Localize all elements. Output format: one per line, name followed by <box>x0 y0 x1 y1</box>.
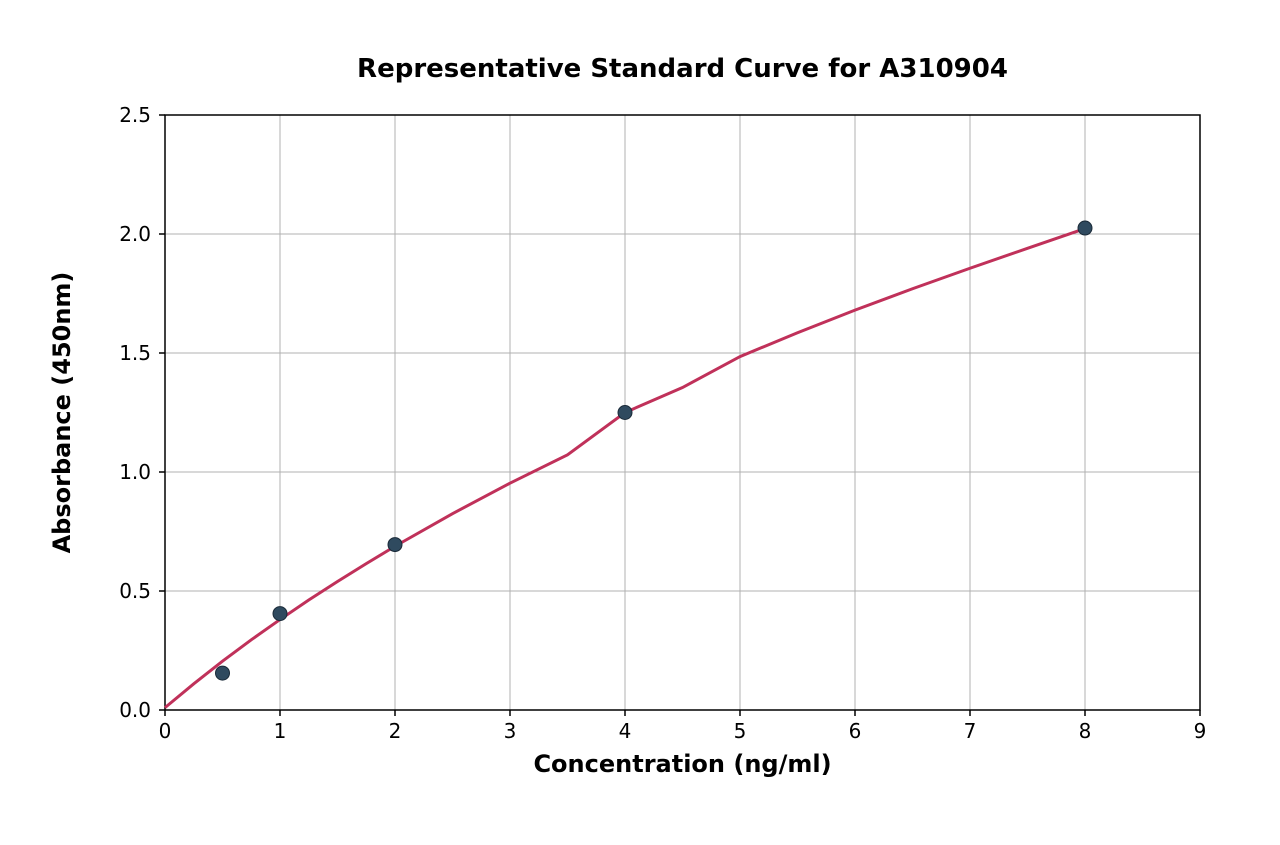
x-tick-label: 8 <box>1079 719 1092 743</box>
data-point <box>216 666 230 680</box>
y-tick-label: 2.0 <box>119 222 151 246</box>
x-ticks: 0 1 2 3 4 5 6 7 8 9 <box>159 710 1207 743</box>
y-tick-label: 0.5 <box>119 579 151 603</box>
y-tick-label: 1.5 <box>119 341 151 365</box>
x-tick-label: 6 <box>849 719 862 743</box>
y-axis-label: Absorbance (450nm) <box>48 272 76 554</box>
x-tick-label: 2 <box>389 719 402 743</box>
x-tick-label: 3 <box>504 719 517 743</box>
chart-container: 0 1 2 3 4 5 6 7 8 9 0.0 0.5 1.0 1.5 2.0 2.5 Concentrat… <box>0 0 1280 845</box>
x-tick-label: 9 <box>1194 719 1207 743</box>
data-points <box>216 221 1093 680</box>
y-ticks: 0.0 0.5 1.0 1.5 2.0 2.5 <box>119 103 165 722</box>
y-tick-label: 1.0 <box>119 460 151 484</box>
grid-lines <box>165 115 1200 710</box>
data-point <box>273 607 287 621</box>
data-point <box>618 406 632 420</box>
y-tick-label: 2.5 <box>119 103 151 127</box>
x-tick-label: 1 <box>274 719 287 743</box>
x-tick-label: 4 <box>619 719 632 743</box>
standard-curve-chart: 0 1 2 3 4 5 6 7 8 9 0.0 0.5 1.0 1.5 2.0 2.5 Concentrat… <box>0 0 1280 845</box>
chart-title: Representative Standard Curve for A31090… <box>357 54 1008 84</box>
data-point <box>1078 221 1092 235</box>
x-axis-label: Concentration (ng/ml) <box>533 750 831 778</box>
x-tick-label: 7 <box>964 719 977 743</box>
data-point <box>388 538 402 552</box>
x-tick-label: 0 <box>159 719 172 743</box>
y-tick-label: 0.0 <box>119 698 151 722</box>
axis-spines <box>165 115 1200 710</box>
x-tick-label: 5 <box>734 719 747 743</box>
